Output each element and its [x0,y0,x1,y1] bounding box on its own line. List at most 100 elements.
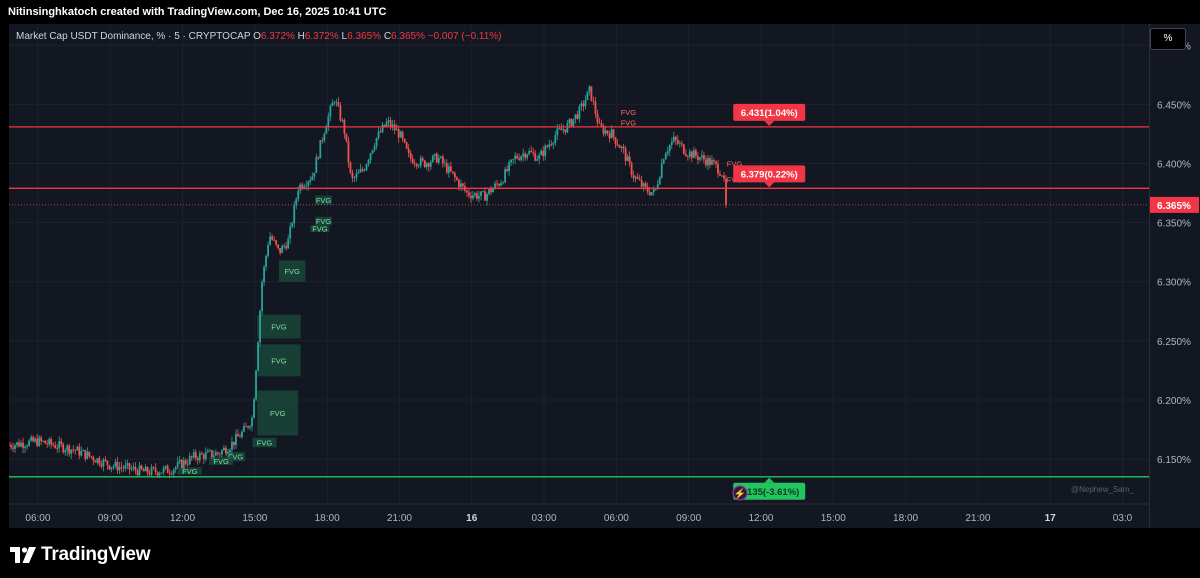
candle-body [397,129,400,138]
candle-body [206,450,209,453]
candle-body [42,440,45,442]
fvg-label: FVG [271,356,287,365]
candle-body [610,129,613,139]
candle-body [502,182,504,184]
candle-body [96,458,99,463]
candle-body [267,244,269,256]
candle-body [309,180,312,182]
candle-body [58,441,61,449]
candle-body [670,141,673,146]
candle-body [566,123,569,133]
candle-body [158,473,161,476]
candle-body [168,472,171,474]
last-price-tag[interactable] [1150,196,1199,213]
candle-body [184,460,187,464]
horizontal-lines[interactable]: 6.431(1.04%) 6.379(0.22%) 6.135(-3.61%) 6.3… [9,103,1199,500]
candle-body [576,114,579,119]
candle-body [10,444,12,448]
candle-body [480,191,482,196]
candle-body [120,466,123,468]
fvg-zone [278,260,306,282]
legend-close-label: C [383,31,392,42]
candle-body [409,152,412,159]
price-chart[interactable]: FVGFVGFVGFVGFVGFVGFVGFVGFVGFVGFVGFVGFVGF… [9,24,1200,528]
candle-body [66,445,69,451]
fvg-zone [225,451,246,462]
candle-body [526,154,529,158]
candle-body [86,451,89,459]
candle-body [279,247,282,253]
candle-body [20,442,22,447]
candle-body [132,466,135,469]
candle-body [630,162,633,176]
x-tick-label: 15:00 [821,513,846,524]
alert-icon[interactable]: ⚡ [732,485,748,501]
fvg-label: FVG [213,457,229,466]
candle-body [713,160,715,162]
y-tick-label: 6.250% [1157,337,1191,348]
fvg-label: FVG [228,453,244,462]
price-axis[interactable] [1149,24,1200,528]
candle-body [108,465,111,470]
candle-body [725,178,727,205]
candle-body [574,114,577,119]
candle-body [116,461,119,471]
candle-body [666,151,669,154]
candle-body [608,133,611,139]
candle-body [178,459,181,462]
candle-body [715,161,717,165]
candle-body [686,156,689,157]
candle-body [100,464,103,467]
candle-body [602,126,605,134]
percent-scale-button[interactable]: % [1150,28,1186,50]
candle-body [719,173,721,176]
candle-body [419,158,422,166]
x-tick-label: 06:00 [604,513,629,524]
candle-body [277,244,280,248]
candle-body [134,466,137,471]
x-tick-label: 03:0 [1113,513,1133,524]
candle-body [34,438,37,442]
x-tick-label: 18:00 [893,513,918,524]
tradingview-logo[interactable]: TradingView [10,543,151,567]
candle-body [662,159,665,164]
candle-body [570,119,573,127]
candle-body [251,418,253,427]
candle-body [299,184,302,191]
candle-body [247,426,249,428]
candle-body [522,153,525,157]
candle-body [530,151,533,153]
candle-body [329,106,332,117]
candle-body [528,151,531,155]
candle-body [297,190,300,200]
candle-body [658,177,661,185]
candle-body [417,165,420,167]
legend-open-label: O [253,31,261,42]
candle-body [188,456,191,465]
candle-body [437,157,440,163]
candle-body [371,150,374,154]
candle-body [303,186,306,189]
x-tick-label: 21:00 [387,513,412,524]
fvg-zone [257,344,301,377]
candle-body [550,144,553,146]
candle-body [616,144,619,146]
candle-body [263,266,265,283]
candle-body [106,460,109,466]
candle-body [301,184,304,189]
candle-body [160,472,163,474]
candle-body [496,183,498,185]
candle-body [443,163,446,164]
candle-body [564,129,567,133]
candle-body [225,447,227,454]
candle-body [212,455,215,457]
candle-body [273,239,276,241]
candle-body [562,129,565,131]
watermark: @Nephew_Sam_ [1071,485,1134,494]
candle-body [492,188,494,193]
candle-body [28,440,30,446]
candle-body [245,426,247,427]
svg-text:⚡: ⚡ [734,487,746,500]
candle-body [92,457,95,461]
candle-body [54,445,57,449]
